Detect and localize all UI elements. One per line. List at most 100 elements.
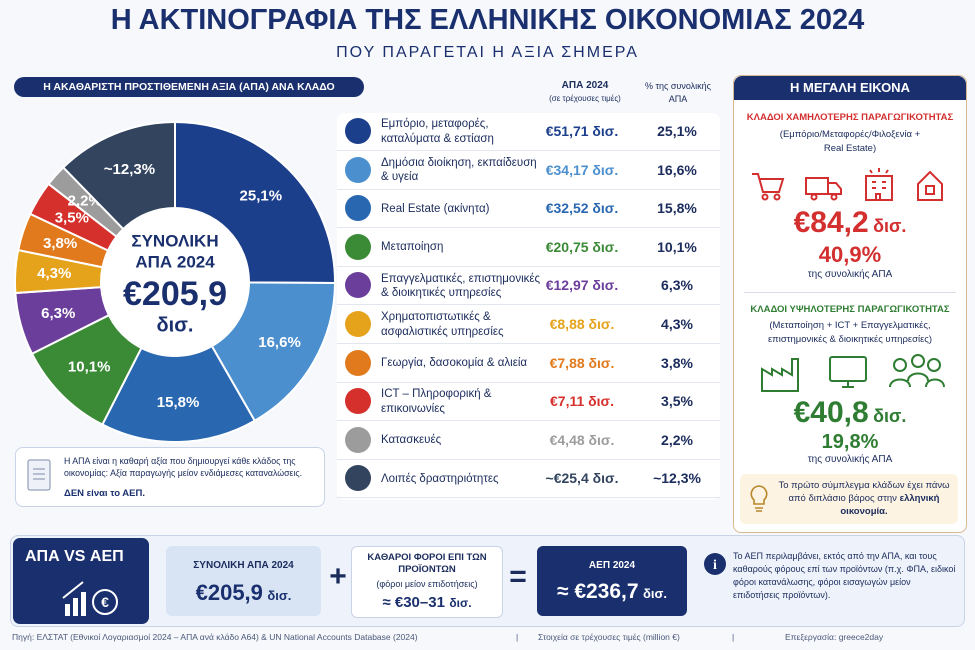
- document-icon: [27, 459, 51, 491]
- high-amount: €40,8 δισ.: [734, 396, 966, 430]
- definition-emphasis: ΔΕΝ είναι το ΑΕΠ.: [64, 488, 145, 499]
- plus-sign: +: [329, 560, 347, 593]
- gva-box: ΣΥΝΟΛΙΚΗ ΑΠΑ 2024 €205,9 δισ.: [166, 546, 321, 616]
- gdp-unit: δισ.: [643, 586, 668, 601]
- sector-amount: €12,97 δισ.: [545, 277, 619, 294]
- comparison-band: ΑΠΑ VS ΑΕΠ € ΣΥΝΟΛΙΚΗ ΑΠΑ 2024 €205,9 δι…: [10, 535, 965, 627]
- segment-label: 25,1%: [240, 188, 283, 205]
- tax-box: ΚΑΘΑΡΟΙ ΦΟΡΟΙ ΕΠΙ ΤΩΝ ΠΡΟΪΟΝΤΩΝ (φόροι μ…: [351, 546, 503, 618]
- sector-amount: €7,88 δισ.: [549, 354, 615, 371]
- sector-icon: [345, 426, 371, 453]
- info-icon: i: [704, 553, 726, 575]
- high-amount-unit: δισ.: [873, 406, 907, 426]
- tax-value: ≈ €30–31: [382, 594, 445, 611]
- gva-label: ΣΥΝΟΛΙΚΗ ΑΠΑ 2024: [193, 560, 294, 571]
- sector-name: ICT – Πληροφορική & επικοινωνίες: [381, 388, 492, 415]
- low-icons: [752, 168, 943, 201]
- high-icons: [761, 354, 945, 392]
- segment-label: 3,8%: [43, 235, 77, 252]
- sidebar-note-text: Το πρώτο σύμπλεγμα κλάδων έχει πάνω από …: [776, 480, 952, 518]
- sector-amount: €51,71 δισ.: [545, 123, 619, 139]
- donut-segment: [210, 281, 337, 423]
- table-row: Κατασκευές €4,48 δισ. 2,2%: [337, 422, 720, 460]
- sector-icon: [345, 156, 371, 183]
- comparison-title: ΑΠΑ VS ΑΕΠ: [25, 548, 124, 565]
- sector-icon: [345, 195, 371, 222]
- segment-label: 10,1%: [68, 358, 111, 375]
- high-amount-value: €40,8: [793, 396, 869, 429]
- tax-unit: δισ.: [449, 596, 472, 610]
- svg-text:€: €: [101, 594, 109, 610]
- center-text: €205,9: [123, 275, 227, 313]
- high-title: ΚΛΑΔΟΙ ΥΨΗΛΟΤΕΡΗΣ ΠΑΡΑΓΩΓΙΚΟΤΗΤΑΣ: [750, 304, 950, 315]
- tax-label: ΚΑΘΑΡΟΙ ΦΟΡΟΙ ΕΠΙ ΤΩΝ ΠΡΟΪΟΝΤΩΝ: [367, 552, 487, 576]
- table-row: Εμπόριο, μεταφορές, καταλύματα & εστίαση…: [337, 113, 720, 151]
- note-emphasis: ελληνική οικονομία.: [840, 492, 940, 517]
- table-row: Λοιπές δραστηριότητες ~€25,4 δισ. ~12,3%: [337, 460, 720, 499]
- gva-amount: €205,9 δισ.: [166, 580, 321, 606]
- equals-sign: =: [509, 560, 527, 593]
- table-row: Χρηματοπιστωτικές & ασφαλιστικές υπηρεσί…: [337, 306, 720, 344]
- sidebar: Η ΜΕΓΑΛΗ ΕΙΚΟΝΑ ΚΛΑΔΟΙ ΧΑΜΗΛΟΤΕΡΗΣ ΠΑΡΑΓ…: [733, 75, 967, 533]
- high-subtitle: (Μεταποίηση + ICT + Επαγγελματικές, επισ…: [767, 320, 933, 346]
- sector-share: 4,3%: [661, 316, 693, 332]
- sector-share: ~12,3%: [653, 470, 701, 487]
- chart-title: Η ΑΚΑΘΑΡΙΣΤΗ ΠΡΟΣΤΙΘΕΜΕΝΗ ΑΞΙΑ (ΑΠΑ) ΑΝΑ…: [14, 77, 364, 97]
- segment-label: 4,3%: [37, 265, 71, 282]
- sector-share: 10,1%: [657, 238, 697, 255]
- gdp-amount: ≈ €236,7 δισ.: [537, 580, 687, 604]
- gdp-value: ≈ €236,7: [556, 580, 639, 603]
- sector-icon: [345, 233, 371, 260]
- gva-unit: δισ.: [267, 588, 292, 603]
- low-title: ΚΛΑΔΟΙ ΧΑΜΗΛΟΤΕΡΗΣ ΠΑΡΑΓΩΓΙΚΟΤΗΤΑΣ: [746, 112, 954, 123]
- center-text: ΣΥΝΟΛΙΚΗ: [131, 231, 218, 250]
- sector-name: Εμπόριο, μεταφορές, καταλύματα & εστίαση: [381, 118, 494, 145]
- table-row: Γεωργία, δασοκομία & αλιεία €7,88 δισ. 3,8…: [337, 345, 720, 383]
- donut-segment: [174, 120, 336, 285]
- table-header: % της συνολικής ΑΠΑ: [644, 81, 712, 104]
- donut-hole: [102, 209, 248, 355]
- svg-text:i: i: [713, 558, 717, 573]
- sector-amount: ~€25,4 δισ.: [545, 470, 619, 487]
- table-row: Μεταποίηση €20,75 δισ. 10,1%: [337, 229, 720, 267]
- footer-credit: Επεξεργασία: greece2day: [785, 632, 884, 642]
- sector-name: Γεωργία, δασοκομία & αλιεία: [381, 356, 528, 369]
- center-text: δισ.: [157, 314, 194, 336]
- segment-label: 15,8%: [157, 394, 200, 411]
- sector-icon: [345, 118, 371, 144]
- page-subtitle: ΠΟΥ ΠΑΡΑΓΕΤΑΙ Η ΑΞΙΑ ΣΗΜΕΡΑ: [336, 44, 639, 61]
- gdp-box: ΑΕΠ 2024 ≈ €236,7 δισ.: [537, 546, 687, 616]
- comparison-title-box: ΑΠΑ VS ΑΕΠ €: [13, 538, 149, 624]
- sector-name: Λοιπές δραστηριότητες: [381, 472, 499, 485]
- donut-segment: [61, 120, 176, 231]
- low-amount-unit: δισ.: [873, 216, 907, 236]
- sector-amount: €4,48 δισ.: [549, 431, 615, 448]
- table-row: ICT – Πληροφορική & επικοινωνίες €7,11 δι…: [337, 383, 720, 422]
- low-amount: €84,2 δισ.: [734, 206, 966, 240]
- donut-chart: 25,1%16,6%15,8%10,1%6,3%4,3%3,8%3,5%2,2%…: [14, 120, 337, 443]
- sector-name: Real Estate (ακίνητα): [381, 202, 490, 215]
- sector-icon: [345, 272, 371, 299]
- page-title: Η ΑΚΤΙΝΟΓΡΑΦΙΑ ΤΗΣ ΕΛΛΗΝΙΚΗΣ ΟΙΚΟΝΟΜΙΑΣ …: [110, 4, 865, 36]
- high-share-note: της συνολικής ΑΠΑ: [807, 454, 893, 465]
- tax-note: (φόροι μείον επιδοτήσεις): [376, 579, 478, 589]
- segment-label: 3,5%: [55, 210, 89, 227]
- sector-share: 16,6%: [657, 161, 697, 178]
- footer-source: Πηγή: ΕΛΣΤΑΤ (Εθνικοί Λογαριασμοί 2024 –…: [12, 632, 418, 642]
- low-subtitle: (Εμπόριο/Μεταφορές/Φιλοξενία + Real Esta…: [779, 129, 921, 155]
- sector-amount: €8,88 δισ.: [549, 316, 615, 332]
- center-text: ΑΠΑ 2024: [135, 252, 215, 271]
- sector-name: Επαγγελματικές, επιστημονικές & διοικητι…: [381, 272, 541, 299]
- growth-icon: €: [62, 581, 118, 616]
- sector-amount: €32,52 δισ.: [545, 200, 619, 217]
- high-share: 19,8%: [821, 431, 879, 453]
- segment-label: 16,6%: [258, 334, 301, 351]
- sector-share: 15,8%: [657, 200, 697, 217]
- footer-separator: |: [516, 632, 519, 642]
- low-amount-value: €84,2: [793, 206, 869, 239]
- bulb-icon: [750, 485, 768, 512]
- sector-amount: €7,11 δισ.: [550, 393, 614, 410]
- note-text: Το πρώτο σύμπλεγμα κλάδων έχει πάνω από …: [778, 480, 950, 504]
- sector-name: Μεταποίηση: [381, 241, 444, 254]
